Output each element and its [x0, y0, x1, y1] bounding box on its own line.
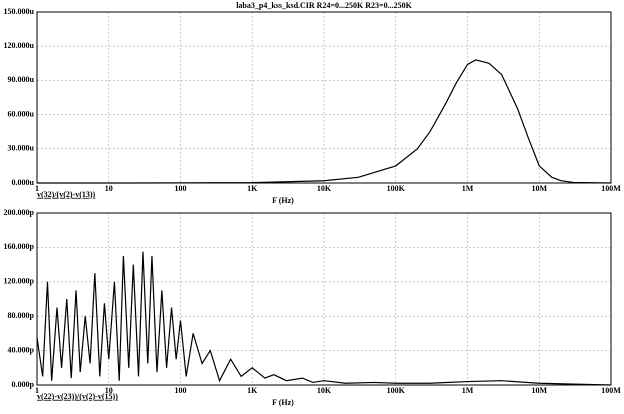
- data-line: [36, 251, 612, 386]
- data-line: [37, 59, 612, 184]
- x-tick-label: 10: [105, 386, 113, 395]
- y-tick-label: 90.000u: [8, 75, 35, 84]
- x-tick-label: 1K: [247, 386, 258, 395]
- x-tick-label: 100: [175, 184, 187, 193]
- x-tick-label: 1: [35, 184, 39, 193]
- y-tick-label: 0.000u: [12, 178, 35, 187]
- x-tick-label: 100K: [387, 184, 406, 193]
- x-axis-label: F (Hz): [272, 398, 294, 407]
- legend-entry: v(22)-v(23))/(v(2)-v(15)): [37, 392, 118, 401]
- y-tick-label: 120.000u: [4, 41, 35, 50]
- y-tick-label: 80.000p: [8, 311, 35, 320]
- chart-title: laba3_p4_kss_ksd.CIR R24=0...250K R23=0.…: [236, 1, 412, 10]
- x-tick-label: 10: [105, 184, 113, 193]
- x-tick-label: 100: [175, 386, 187, 395]
- plot-frame: [36, 212, 612, 386]
- y-tick-label: 160.000p: [4, 242, 35, 251]
- x-tick-label: 10M: [531, 386, 547, 395]
- x-tick-label: 10M: [531, 184, 547, 193]
- x-tick-label: 100K: [387, 386, 406, 395]
- x-tick-label: 10K: [317, 184, 332, 193]
- y-tick-label: 30.000u: [8, 144, 35, 153]
- x-tick-label: 1: [35, 386, 39, 395]
- y-tick-label: 150.000u: [4, 7, 35, 16]
- legend-entry: v(32)/(v(2)-v(13)): [37, 190, 96, 199]
- x-tick-label: 1M: [462, 184, 474, 193]
- x-axis-label: F (Hz): [272, 196, 294, 205]
- y-tick-label: 120.000p: [4, 277, 35, 286]
- y-tick-label: 0.000p: [12, 380, 35, 389]
- y-tick-label: 40.000p: [8, 345, 35, 354]
- x-tick-label: 1K: [247, 184, 258, 193]
- x-tick-label: 10K: [317, 386, 332, 395]
- x-tick-label: 100M: [601, 184, 621, 193]
- x-tick-label: 100M: [601, 386, 621, 395]
- x-tick-label: 1M: [462, 386, 474, 395]
- plot-frame: [36, 11, 612, 184]
- y-tick-label: 60.000u: [8, 109, 35, 118]
- y-tick-label: 200.000p: [4, 208, 35, 217]
